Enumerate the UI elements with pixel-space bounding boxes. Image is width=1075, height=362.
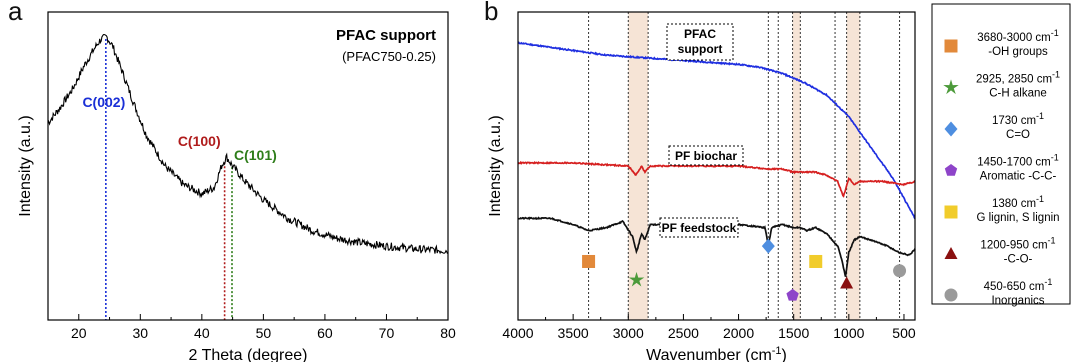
series-label-text: PFAC (684, 27, 716, 41)
x-tick-label-a-5: 70 (379, 325, 395, 341)
legend-item-5: 1200-950 cm-1 -C-O- (944, 236, 1056, 266)
x-tick-label-b-7: 500 (892, 325, 916, 341)
x-tick-label-b-4: 2000 (723, 325, 754, 341)
panel-label-b: b (484, 0, 499, 26)
legend-assignment: C-H alkane (989, 88, 1047, 100)
plot-frame-b (517, 11, 916, 321)
legend-range: 2925, 2850 cm-1 (976, 70, 1060, 86)
chart-title-a: PFAC support (336, 27, 436, 44)
legend-assignment: C=O (1006, 129, 1030, 141)
series-label-box (659, 217, 739, 238)
band-marker-4 (809, 254, 823, 268)
x-tick-label-a-1: 30 (133, 325, 149, 341)
peak-label-2: C(101) (234, 147, 277, 163)
x-axis-label-b: Wavenumber (cm-1) (646, 345, 787, 362)
legend-marker-0 (944, 39, 958, 53)
spectrum-pf-biochar (517, 160, 916, 198)
series-label-box (668, 145, 744, 166)
legend-marker-4 (944, 205, 958, 219)
shaded-band-1 (792, 12, 801, 320)
band-marker-6 (893, 264, 907, 278)
x-tick-label-b-5: 1500 (778, 325, 809, 341)
legend-marker-3 (944, 164, 958, 176)
x-tick-label-b-2: 3000 (613, 325, 644, 341)
legend-item-4: 1380 cm-1 G lignin, S lignin (944, 194, 1060, 224)
chart-subtitle-a: (PFAC750-0.25) (342, 49, 436, 64)
legend-item-6: 450-650 cm-1 Inorganics (944, 277, 1053, 307)
x-tick-label-b-1: 3500 (558, 325, 589, 341)
legend-range: 1200-950 cm-1 (980, 236, 1055, 252)
x-tick-label-a-3: 50 (256, 325, 272, 341)
legend-marker-2 (944, 121, 958, 137)
shaded-band-0 (628, 12, 649, 320)
legend-assignment: -C-O- (1004, 254, 1033, 266)
series-label-2: PF feedstock (659, 217, 739, 238)
legend-range: 1450-1700 cm-1 (977, 153, 1059, 169)
band-marker-3 (786, 288, 799, 301)
y-axis-label-b: Intensity (a.u.) (487, 115, 504, 216)
plot-frame-a (47, 11, 449, 321)
series-label-text: support (678, 42, 723, 56)
band-marker-0 (582, 254, 596, 268)
x-tick-label-a-6: 80 (440, 325, 456, 341)
x-tick-label-a-4: 60 (317, 325, 333, 341)
x-tick-label-b-6: 1000 (833, 325, 864, 341)
legend-assignment: -OH groups (988, 46, 1048, 58)
legend-assignment: G lignin, S lignin (976, 212, 1059, 224)
legend-item-0: 3680-3000 cm-1 -OH groups (944, 28, 1059, 58)
x-axis-label-a: 2 Theta (degree) (189, 347, 308, 362)
legend-range: 3680-3000 cm-1 (977, 28, 1059, 44)
xrd-pattern-line (47, 33, 449, 255)
series-label-box (666, 23, 734, 61)
legend-assignment: Aromatic -C-C- (980, 171, 1057, 183)
shaded-band-2 (846, 12, 860, 320)
x-tick-label-a-2: 40 (194, 325, 210, 341)
legend-range: 1380 cm-1 (992, 194, 1044, 210)
legend-marker-6 (944, 288, 958, 302)
legend-marker-1 (943, 79, 959, 95)
legend-box (931, 3, 1071, 305)
x-tick-label-a-0: 20 (71, 325, 87, 341)
legend-marker-5 (944, 247, 958, 259)
legend-range: 1730 cm-1 (992, 111, 1044, 127)
band-marker-2 (761, 238, 775, 254)
band-marker-1 (628, 271, 645, 287)
y-axis-label-a: Intensity (a.u.) (17, 115, 34, 216)
legend: 3680-3000 cm-1 -OH groups 2925, 2850 cm-1 C… (931, 3, 1071, 307)
legend-item-3: 1450-1700 cm-1 Aromatic -C-C- (944, 153, 1059, 183)
legend-range: 450-650 cm-1 (984, 277, 1053, 293)
legend-assignment: Inorganics (991, 295, 1044, 307)
panel-label-a: a (8, 0, 23, 26)
band-marker-5 (840, 276, 854, 289)
x-tick-label-b-3: 2500 (668, 325, 699, 341)
series-label-text: PF feedstock (662, 221, 737, 235)
legend-item-1: 2925, 2850 cm-1 C-H alkane (943, 70, 1060, 100)
peak-label-1: C(100) (178, 133, 221, 149)
series-label-text: PF biochar (675, 149, 737, 163)
legend-item-2: 1730 cm-1 C=O (944, 111, 1044, 141)
peak-label-0: C(002) (82, 94, 125, 110)
x-tick-label-b-0: 4000 (502, 325, 533, 341)
series-label-1: PF biochar (668, 145, 744, 166)
spectrum-pfac-support (517, 41, 916, 220)
